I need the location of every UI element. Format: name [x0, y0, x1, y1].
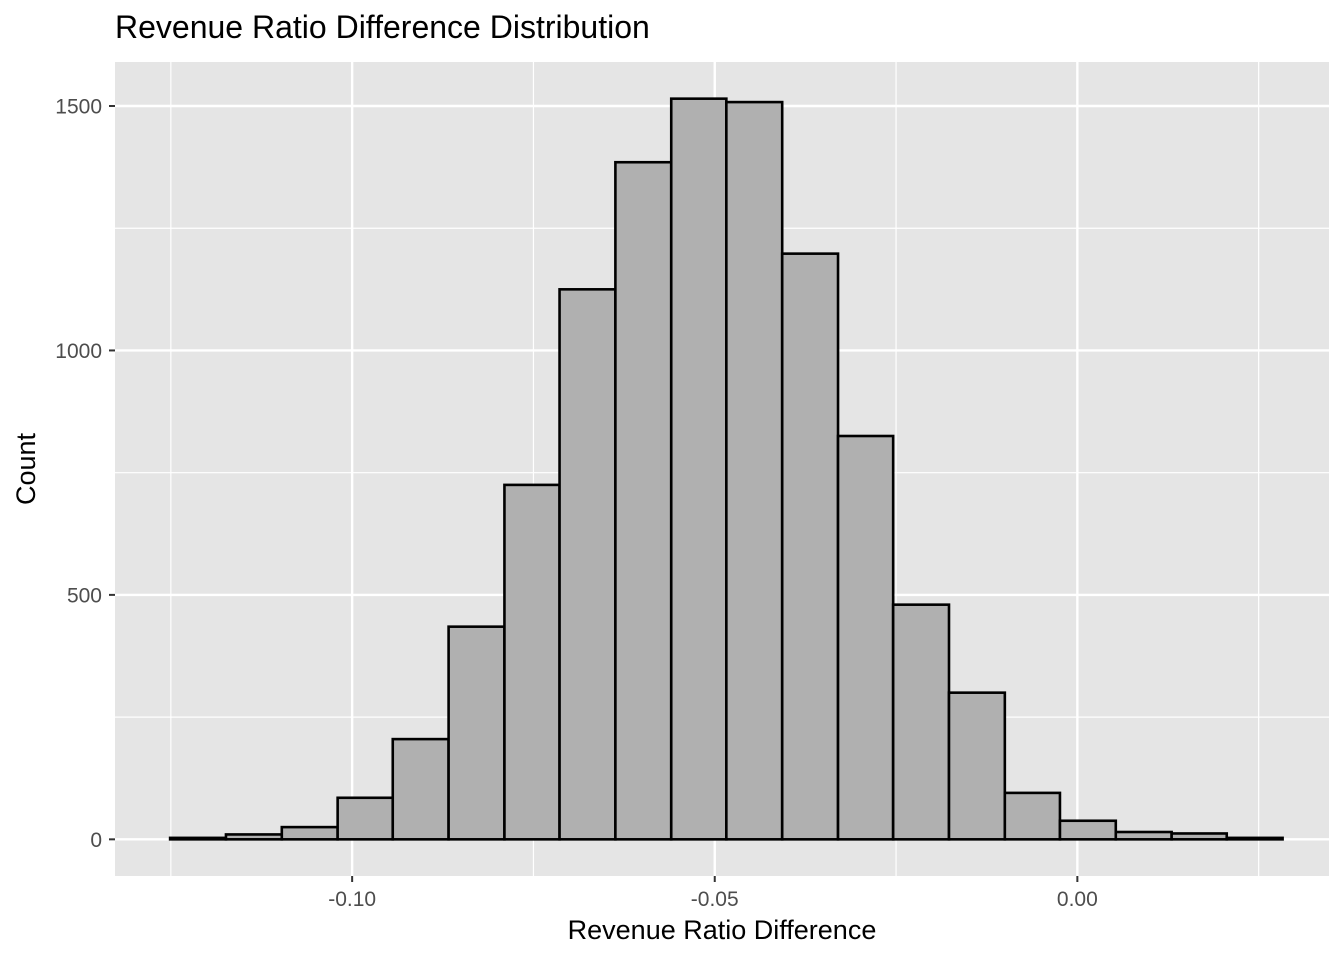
histogram-bar — [447, 625, 506, 841]
y-axis-ticks: 0 500 1000 1500 — [55, 96, 115, 852]
histogram-bar — [947, 691, 1007, 841]
histogram-bars — [168, 97, 1284, 841]
histogram-bar — [1225, 836, 1284, 841]
y-tick-label: 500 — [67, 584, 102, 607]
chart-title: Revenue Ratio Difference Distribution — [115, 9, 650, 45]
x-tick-label: -0.10 — [328, 888, 376, 911]
histogram-bar — [1170, 832, 1229, 841]
x-axis-ticks: -0.10 -0.05 0.00 — [328, 876, 1098, 911]
histogram-bar — [1003, 791, 1062, 841]
histogram-bar — [168, 836, 228, 841]
histogram-bar — [1114, 830, 1173, 841]
histogram-bar — [780, 252, 840, 841]
histogram-bar — [503, 483, 561, 841]
histogram-bar — [836, 434, 895, 841]
histogram-bar — [669, 97, 728, 841]
x-tick-label: -0.05 — [691, 888, 739, 911]
histogram-bar — [280, 825, 339, 841]
y-axis-title: Count — [11, 432, 41, 505]
histogram-bar — [891, 603, 951, 841]
histogram-bar — [336, 796, 395, 841]
histogram-bar — [558, 288, 617, 841]
histogram-bar — [614, 160, 673, 841]
histogram-bar — [725, 100, 784, 841]
x-tick-label: 0.00 — [1057, 888, 1098, 911]
histogram-bar — [391, 737, 450, 841]
y-tick-label: 0 — [90, 829, 102, 852]
y-tick-label: 1000 — [55, 340, 102, 363]
y-tick-label: 1500 — [55, 96, 102, 119]
histogram-bar — [1058, 819, 1118, 841]
histogram-bar — [224, 833, 284, 841]
x-axis-title: Revenue Ratio Difference — [568, 915, 877, 945]
